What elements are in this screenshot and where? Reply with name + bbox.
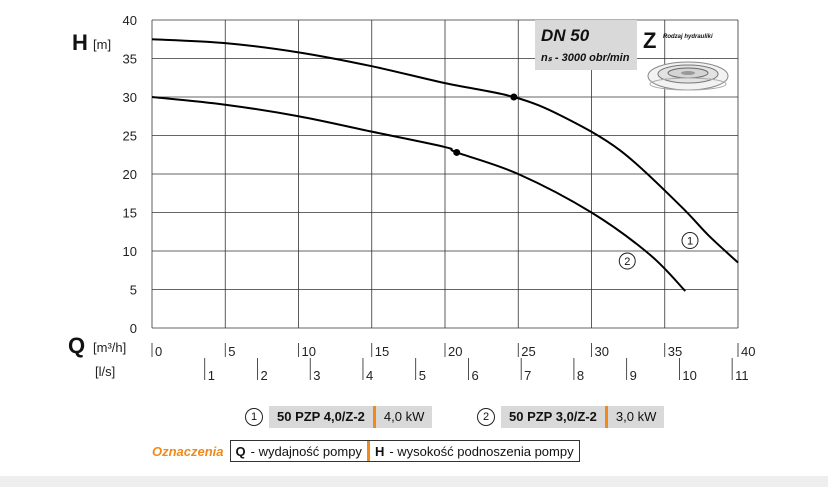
y-tick-label: 40 <box>123 13 137 28</box>
x-tick-label: 35 <box>668 344 682 359</box>
x2-tick-label: 10 <box>682 368 696 383</box>
y-tick-labels: 0 5 10 15 20 25 30 35 40 <box>123 13 137 336</box>
title-box <box>535 20 637 70</box>
y-tick-label: 0 <box>130 321 137 336</box>
impeller-icon <box>647 61 729 91</box>
series-label-circle-2 <box>618 252 636 270</box>
x2-tick-label: 2 <box>260 368 267 383</box>
series-number: 1 <box>245 408 263 426</box>
series-number: 2 <box>477 408 495 426</box>
x-secondary-tick-labels: 1 2 3 4 5 6 7 8 9 10 11 <box>204 358 749 383</box>
q-description: - wydajność pompy <box>250 443 362 459</box>
pump-power: 3,0 kW <box>607 406 665 428</box>
x2-tick-label: 8 <box>577 368 584 383</box>
y-tick-label: 15 <box>123 206 137 221</box>
x-tick-label: 20 <box>448 344 462 359</box>
separator <box>372 406 376 428</box>
notes-box: Q - wydajność pompy H - wysokość podnosz… <box>229 440 580 462</box>
x-axis-unit: [m³/h] <box>93 340 126 355</box>
chart-subtitle: nₛ - 3000 obr/min <box>541 52 630 64</box>
y-tick-label: 10 <box>123 244 137 259</box>
series-label-2: 2 <box>624 256 630 268</box>
x-tick-label: 25 <box>521 344 535 359</box>
y-axis-symbol: H <box>72 30 88 55</box>
y-axis-unit: [m] <box>93 37 111 52</box>
pump-model: 50 PZP 4,0/Z-2 <box>269 406 373 428</box>
series-line-1 <box>151 38 739 264</box>
hydraulic-type-caption: Rodzaj hydrauliki <box>663 34 713 40</box>
pump-power: 4,0 kW <box>375 406 433 428</box>
h-description: - wysokość podnoszenia pompy <box>389 443 574 459</box>
hydraulic-type-letter: Z <box>643 28 656 53</box>
chart-title: DN 50 <box>541 26 590 45</box>
bottom-strip <box>0 476 828 487</box>
h-key: H <box>374 443 385 459</box>
y-tick-label: 5 <box>130 283 137 298</box>
x-tick-label: 5 <box>228 344 235 359</box>
series-marker-2 <box>453 148 461 156</box>
x2-tick-label: 7 <box>524 368 531 383</box>
q-key: Q <box>235 443 246 459</box>
x2-tick-label: 6 <box>471 368 478 383</box>
y-tick-label: 20 <box>123 167 137 182</box>
x-tick-label: 15 <box>375 344 389 359</box>
x-tick-label: 0 <box>155 344 162 359</box>
y-tick-label: 35 <box>123 52 137 67</box>
series-group: 12 <box>151 38 739 292</box>
x2-tick-label: 5 <box>419 368 426 383</box>
x-axis-symbol: Q <box>68 333 85 358</box>
x-tick-label: 40 <box>741 344 755 359</box>
y-tick-label: 30 <box>123 90 137 105</box>
x-tick-labels: 0 5 10 15 20 25 30 35 40 <box>151 343 755 359</box>
separator <box>604 406 608 428</box>
legend-item-1: 1 50 PZP 4,0/Z-2 4,0 kW <box>245 406 433 428</box>
x2-tick-label: 11 <box>735 368 749 383</box>
x2-tick-label: 3 <box>313 368 320 383</box>
series-line-2 <box>151 96 686 292</box>
grid <box>151 19 739 329</box>
x-tick-label: 10 <box>302 344 316 359</box>
pump-model: 50 PZP 3,0/Z-2 <box>501 406 605 428</box>
series-label-1: 1 <box>687 236 693 248</box>
x2-tick-label: 1 <box>208 368 215 383</box>
x2-tick-label: 9 <box>630 368 637 383</box>
x-tick-label: 30 <box>595 344 609 359</box>
legend-item-2: 2 50 PZP 3,0/Z-2 3,0 kW <box>477 406 665 428</box>
separator <box>366 441 370 461</box>
series-label-circle-1 <box>681 232 699 250</box>
y-tick-label: 25 <box>123 129 137 144</box>
x2-tick-label: 4 <box>366 368 373 383</box>
series-marker-1 <box>510 93 518 101</box>
x-axis-secondary-unit: [l/s] <box>95 364 115 379</box>
notes-legend: Oznaczenia Q - wydajność pompy H - wysok… <box>152 440 580 462</box>
notes-label: Oznaczenia <box>152 443 224 459</box>
